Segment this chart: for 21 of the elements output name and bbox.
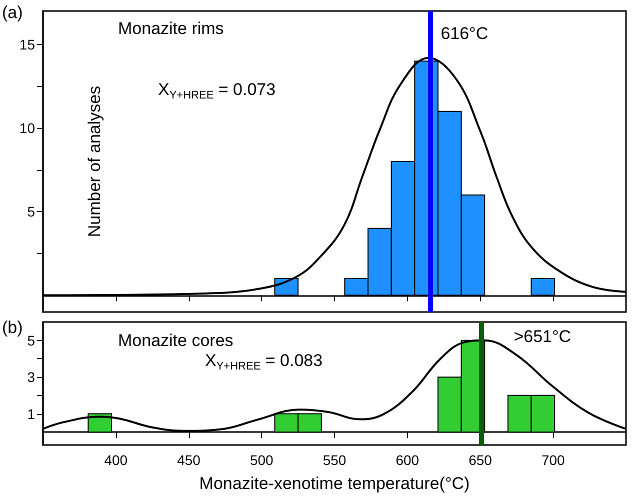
y-tick-label: 5 <box>27 204 36 220</box>
y-tick-label: 15 <box>19 36 36 52</box>
ref-line-label: >651°C <box>514 327 572 346</box>
text: (b) <box>2 318 23 337</box>
ref-line-label: 616°C <box>440 24 488 43</box>
y-tick-label: 1 <box>27 406 36 422</box>
x-tick-label: 600 <box>396 452 420 468</box>
y-tick-label: 3 <box>27 369 36 386</box>
x-tick-label: 700 <box>541 452 566 468</box>
x-tick-label: 450 <box>177 452 201 468</box>
text: (a) <box>2 3 23 22</box>
y-tick-label: 10 <box>19 120 36 136</box>
x-axis-title: Monazite-xenotime temperature(°C) <box>199 474 470 493</box>
annotation: Monazite cores <box>118 331 234 350</box>
x-tick-label: 400 <box>104 452 128 468</box>
y-tick-label: 5 <box>27 332 36 348</box>
y-axis-title: Number of analyses <box>85 86 104 238</box>
x-tick-label: 650 <box>468 452 492 468</box>
annotation: Monazite rims <box>118 19 224 38</box>
x-tick-label: 500 <box>250 452 274 468</box>
x-tick-label: 550 <box>322 452 346 468</box>
